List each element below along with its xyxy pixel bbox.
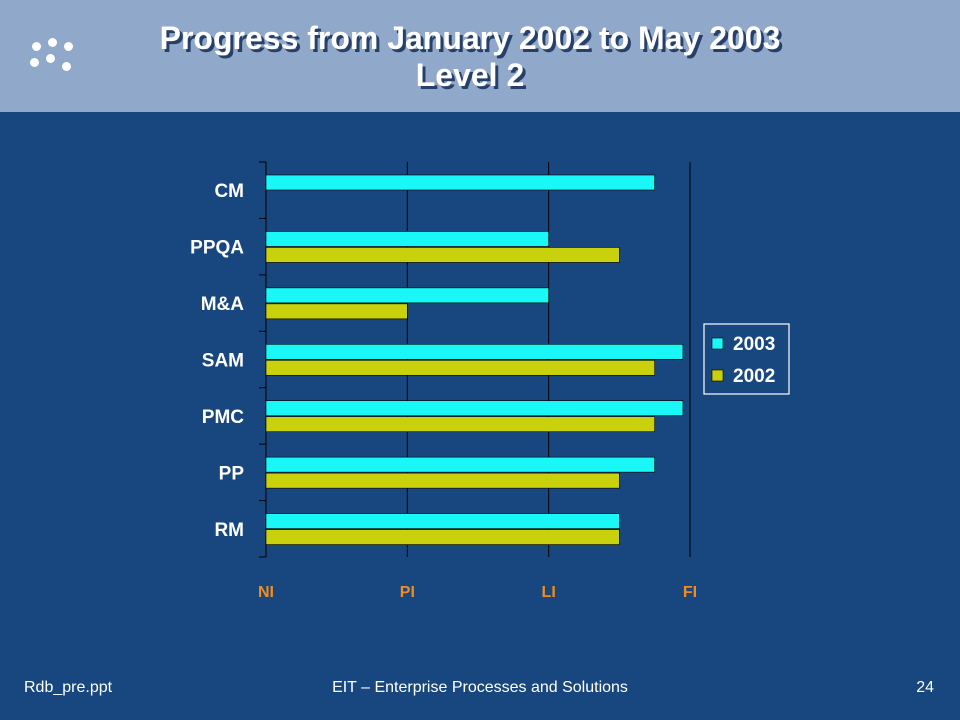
legend-label: 2003 [733,334,775,355]
bar-2002 [265,359,655,376]
bullet-dots-icon [28,38,88,78]
title-line-1: Progress from January 2002 to May 2003 [159,20,781,56]
bar-2003 [265,231,549,247]
slide-header: Progress from January 2002 to May 2003 L… [0,0,960,112]
footer-page-number: 24 [916,679,934,696]
bar-2002 [265,529,620,545]
x-tick-label: PI [400,584,415,601]
title-line-2: Level 2 [415,57,525,93]
category-label: M&A [201,294,245,315]
category-label: CM [214,181,244,202]
legend-swatch [711,337,724,350]
category-label: PMC [202,407,245,428]
legend-swatch [711,369,724,382]
bar-2003 [265,456,655,473]
legend-box [703,323,790,395]
bar-2003 [265,174,655,191]
category-label: SAM [202,351,244,372]
category-label: PP [219,463,245,484]
footer-center-text: EIT – Enterprise Processes and Solutions [332,679,628,696]
bar-2002 [265,472,620,489]
bar-2002 [265,303,408,320]
legend-label: 2002 [733,366,775,387]
bar-2003 [265,343,684,360]
x-tick-label: LI [542,584,556,601]
bar-2003 [265,513,620,529]
category-label: PPQA [190,238,244,259]
bar-2002 [265,416,655,433]
bar-2002 [265,247,620,263]
x-tick-label: FI [683,584,697,601]
x-tick-label: NI [258,584,274,601]
slide-title: Progress from January 2002 to May 2003 L… [100,20,840,94]
bar-2003 [265,287,549,304]
footer-filename: Rdb_pre.ppt [24,679,113,696]
bar-2003 [265,400,684,417]
category-label: RM [214,520,244,541]
